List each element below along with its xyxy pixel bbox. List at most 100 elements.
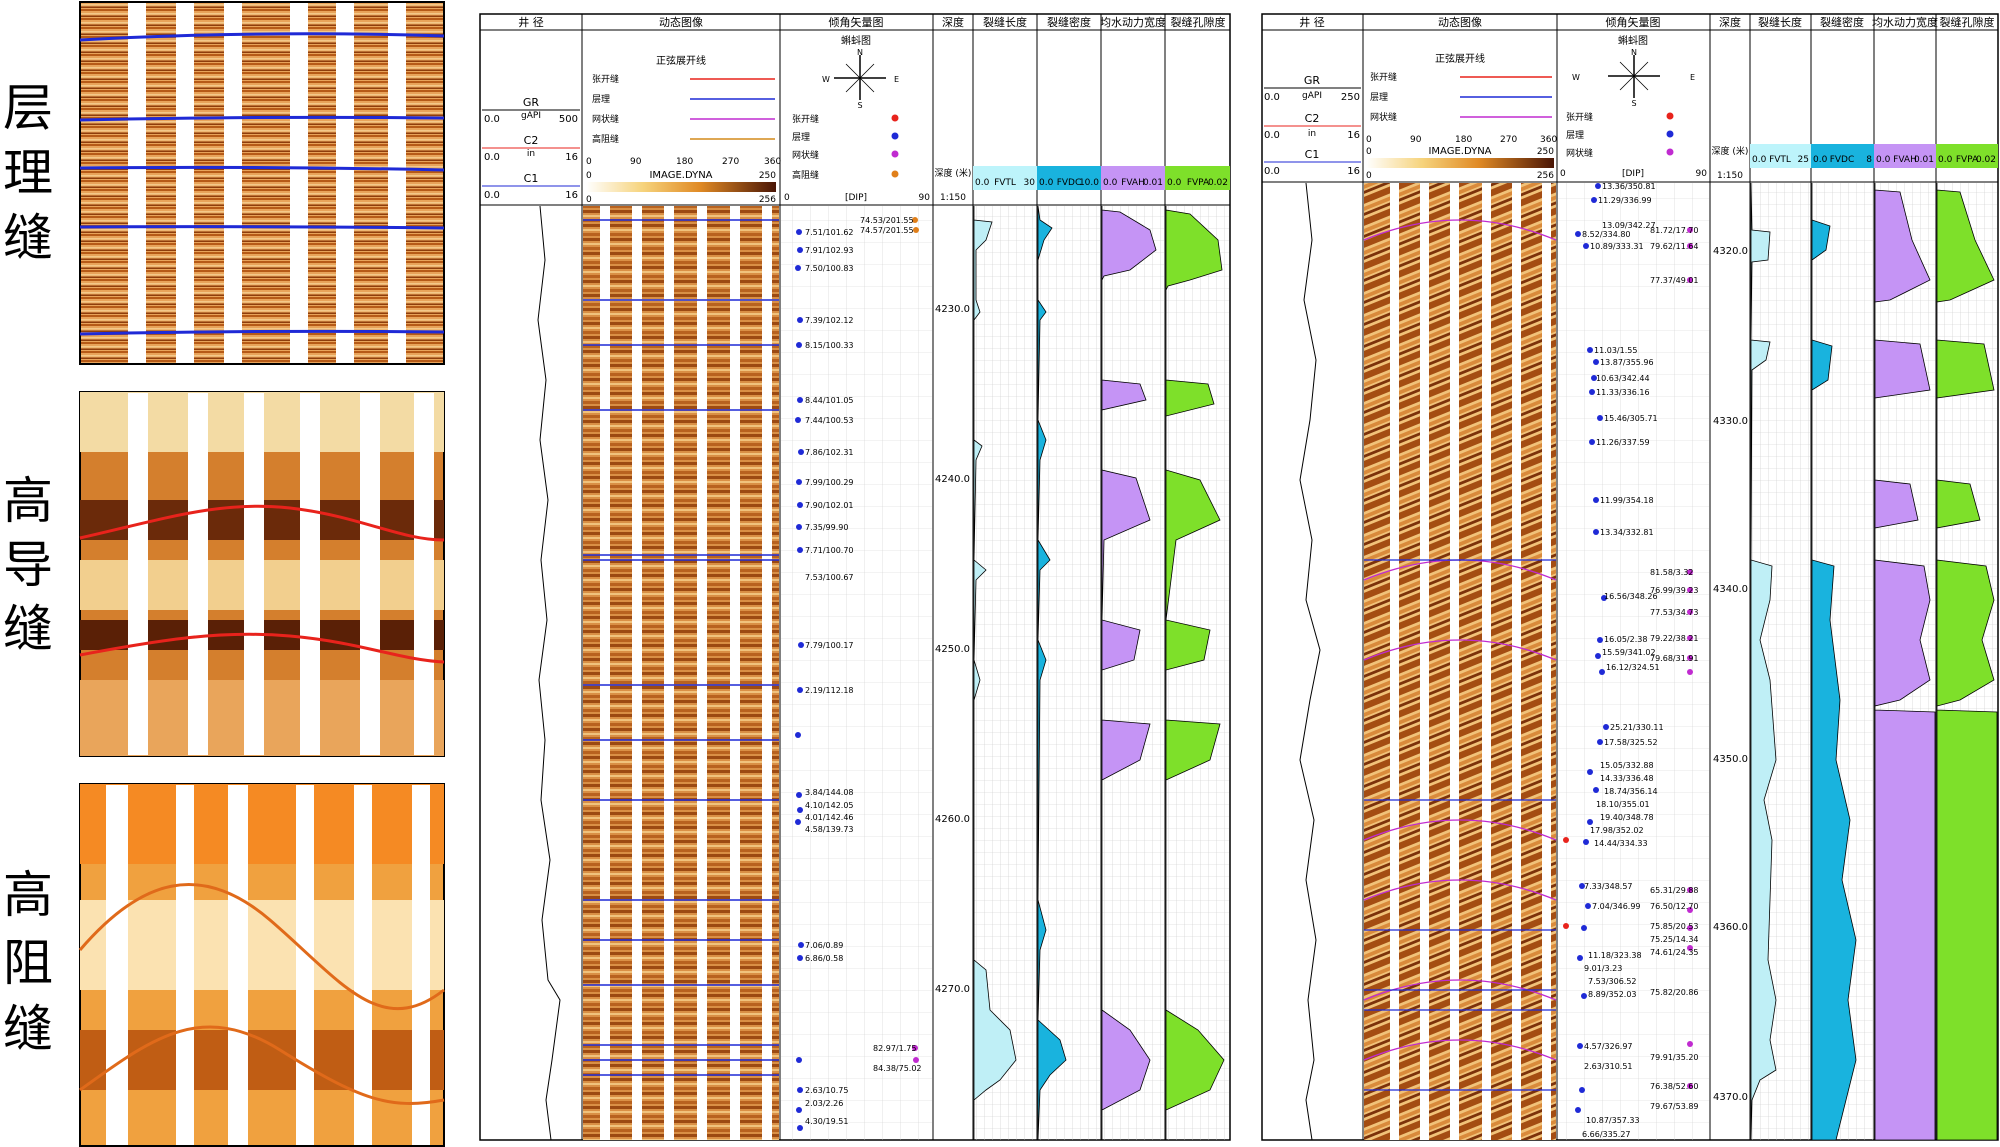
svg-text:C2: C2 [1305, 112, 1320, 125]
svg-text:16: 16 [1347, 130, 1360, 141]
svg-text:15.59/341.02: 15.59/341.02 [1602, 648, 1656, 657]
svg-text:张开缝: 张开缝 [792, 113, 819, 125]
svg-text:C1: C1 [1305, 148, 1320, 161]
svg-text:0: 0 [1560, 169, 1566, 179]
svg-text:81.58/3.32: 81.58/3.32 [1650, 568, 1693, 577]
svg-text:7.99/100.29: 7.99/100.29 [805, 478, 854, 487]
fvdc-curve-right [1811, 183, 1857, 1141]
svg-text:网状缝: 网状缝 [792, 149, 819, 161]
svg-text:65.31/29.88: 65.31/29.88 [1650, 886, 1699, 895]
col-dip-title: 倾角矢量图 [829, 15, 884, 29]
fvpa-curve-right [1936, 183, 1998, 1141]
svg-text:11.29/336.99: 11.29/336.99 [1598, 196, 1652, 205]
svg-text:4.57/326.97: 4.57/326.97 [1584, 1042, 1633, 1051]
svg-text:0: 0 [1366, 147, 1372, 157]
svg-text:84.38/75.02: 84.38/75.02 [873, 1064, 922, 1073]
svg-text:0.0: 0.0 [484, 114, 500, 125]
col-depth-title: 深度 [942, 15, 964, 29]
fvtl-curve-left [973, 206, 1017, 1140]
svg-text:2.19/112.18: 2.19/112.18 [805, 686, 854, 695]
svg-text:缝: 缝 [3, 209, 53, 267]
log-sheet-left: 井 径 动态图像 倾角矢量图 深度 裂缝长度 裂缝密度 均水动力宽度 裂缝孔隙度… [479, 13, 1231, 1141]
svg-text:N: N [857, 48, 863, 57]
col-fvtl-title: 裂缝长度 [983, 15, 1027, 29]
svg-text:19.40/348.78: 19.40/348.78 [1600, 813, 1654, 822]
svg-text:7.51/101.62: 7.51/101.62 [805, 228, 854, 237]
svg-text:7.06/0.89: 7.06/0.89 [805, 941, 843, 950]
svg-text:FVAH: FVAH [1893, 155, 1917, 165]
svg-text:79.22/38.21: 79.22/38.21 [1650, 634, 1699, 643]
svg-text:深度 (米): 深度 (米) [1712, 145, 1749, 157]
svg-text:网状缝: 网状缝 [592, 113, 619, 125]
svg-text:FVPA: FVPA [1187, 178, 1210, 188]
svg-text:11.99/354.18: 11.99/354.18 [1600, 496, 1654, 505]
svg-text:0.0: 0.0 [1103, 178, 1118, 188]
svg-text:76.99/39.23: 76.99/39.23 [1650, 586, 1699, 595]
col-fvdc-title: 裂缝密度 [1047, 15, 1091, 29]
svg-text:6.86/0.58: 6.86/0.58 [805, 954, 843, 963]
svg-text:理: 理 [3, 144, 53, 202]
svg-text:8.15/100.33: 8.15/100.33 [805, 341, 854, 350]
svg-text:in: in [1308, 129, 1316, 139]
svg-text:14.33/336.48: 14.33/336.48 [1600, 774, 1654, 783]
dip-tadpoles-left [795, 229, 804, 1131]
svg-text:10.0: 10.0 [1079, 178, 1099, 188]
svg-text:W: W [822, 75, 830, 84]
svg-text:高: 高 [3, 866, 53, 924]
svg-text:25.21/330.11: 25.21/330.11 [1610, 723, 1664, 732]
svg-text:0.0: 0.0 [1264, 130, 1280, 141]
svg-text:81.72/17.70: 81.72/17.70 [1650, 226, 1699, 235]
fvtl-curve-right [1750, 182, 1777, 1141]
svg-text:79.68/31.91: 79.68/31.91 [1650, 654, 1699, 663]
svg-text:0.02: 0.02 [1208, 178, 1228, 188]
dip-tadpoles-right [1575, 183, 1609, 1113]
col-caliper-title: 井 径 [518, 15, 544, 29]
svg-text:256: 256 [759, 195, 776, 205]
svg-text:7.44/100.53: 7.44/100.53 [805, 416, 854, 425]
svg-text:90: 90 [630, 157, 642, 167]
svg-text:18.10/355.01: 18.10/355.01 [1596, 800, 1650, 809]
svg-text:77.53/34.73: 77.53/34.73 [1650, 608, 1699, 617]
svg-text:250: 250 [1341, 92, 1360, 103]
svg-text:4240.0: 4240.0 [935, 474, 970, 485]
svg-text:0.0: 0.0 [484, 152, 500, 163]
svg-text:11.33/336.16: 11.33/336.16 [1596, 388, 1650, 397]
svg-text:14.44/334.33: 14.44/334.33 [1594, 839, 1648, 848]
svg-text:90: 90 [919, 193, 931, 203]
svg-text:13.34/332.81: 13.34/332.81 [1600, 528, 1654, 537]
svg-text:0: 0 [586, 157, 592, 167]
svg-text:E: E [894, 75, 899, 84]
svg-text:IMAGE.DYNA: IMAGE.DYNA [1428, 146, 1491, 157]
svg-text:15.46/305.71: 15.46/305.71 [1604, 414, 1658, 423]
svg-text:深度 (米): 深度 (米) [935, 167, 972, 179]
svg-text:E: E [1690, 73, 1695, 82]
svg-text:76.50/12.70: 76.50/12.70 [1650, 902, 1699, 911]
svg-text:4250.0: 4250.0 [935, 644, 970, 655]
svg-text:[DIP]: [DIP] [845, 193, 867, 203]
svg-text:77.37/49.01: 77.37/49.01 [1650, 276, 1699, 285]
svg-text:4.30/19.51: 4.30/19.51 [805, 1117, 848, 1126]
svg-text:层理: 层理 [592, 94, 610, 105]
svg-text:90: 90 [1410, 135, 1422, 145]
svg-text:in: in [527, 149, 535, 159]
svg-text:90: 90 [1696, 169, 1708, 179]
svg-text:7.53/306.52: 7.53/306.52 [1588, 977, 1637, 986]
svg-text:0.0: 0.0 [1264, 166, 1280, 177]
svg-text:张开缝: 张开缝 [592, 73, 619, 85]
svg-text:阻: 阻 [3, 934, 53, 992]
svg-text:11.18/323.38: 11.18/323.38 [1588, 951, 1642, 960]
svg-text:8.52/334.80: 8.52/334.80 [1582, 230, 1631, 239]
svg-text:16: 16 [1347, 166, 1360, 177]
svg-text:16: 16 [565, 190, 578, 201]
svg-text:0: 0 [586, 171, 592, 181]
svg-text:500: 500 [559, 114, 578, 125]
svg-text:4260.0: 4260.0 [935, 814, 970, 825]
col-fvdc-title-r: 裂缝密度 [1820, 15, 1864, 29]
curve-gr-name: GR [523, 96, 540, 109]
svg-text:S: S [857, 101, 862, 110]
svg-text:IMAGE.DYNA: IMAGE.DYNA [649, 170, 712, 181]
svg-text:180: 180 [1455, 135, 1472, 145]
svg-text:0.0: 0.0 [1813, 155, 1828, 165]
svg-text:[DIP]: [DIP] [1622, 169, 1644, 179]
col-caliper-title-r: 井 径 [1299, 15, 1325, 29]
